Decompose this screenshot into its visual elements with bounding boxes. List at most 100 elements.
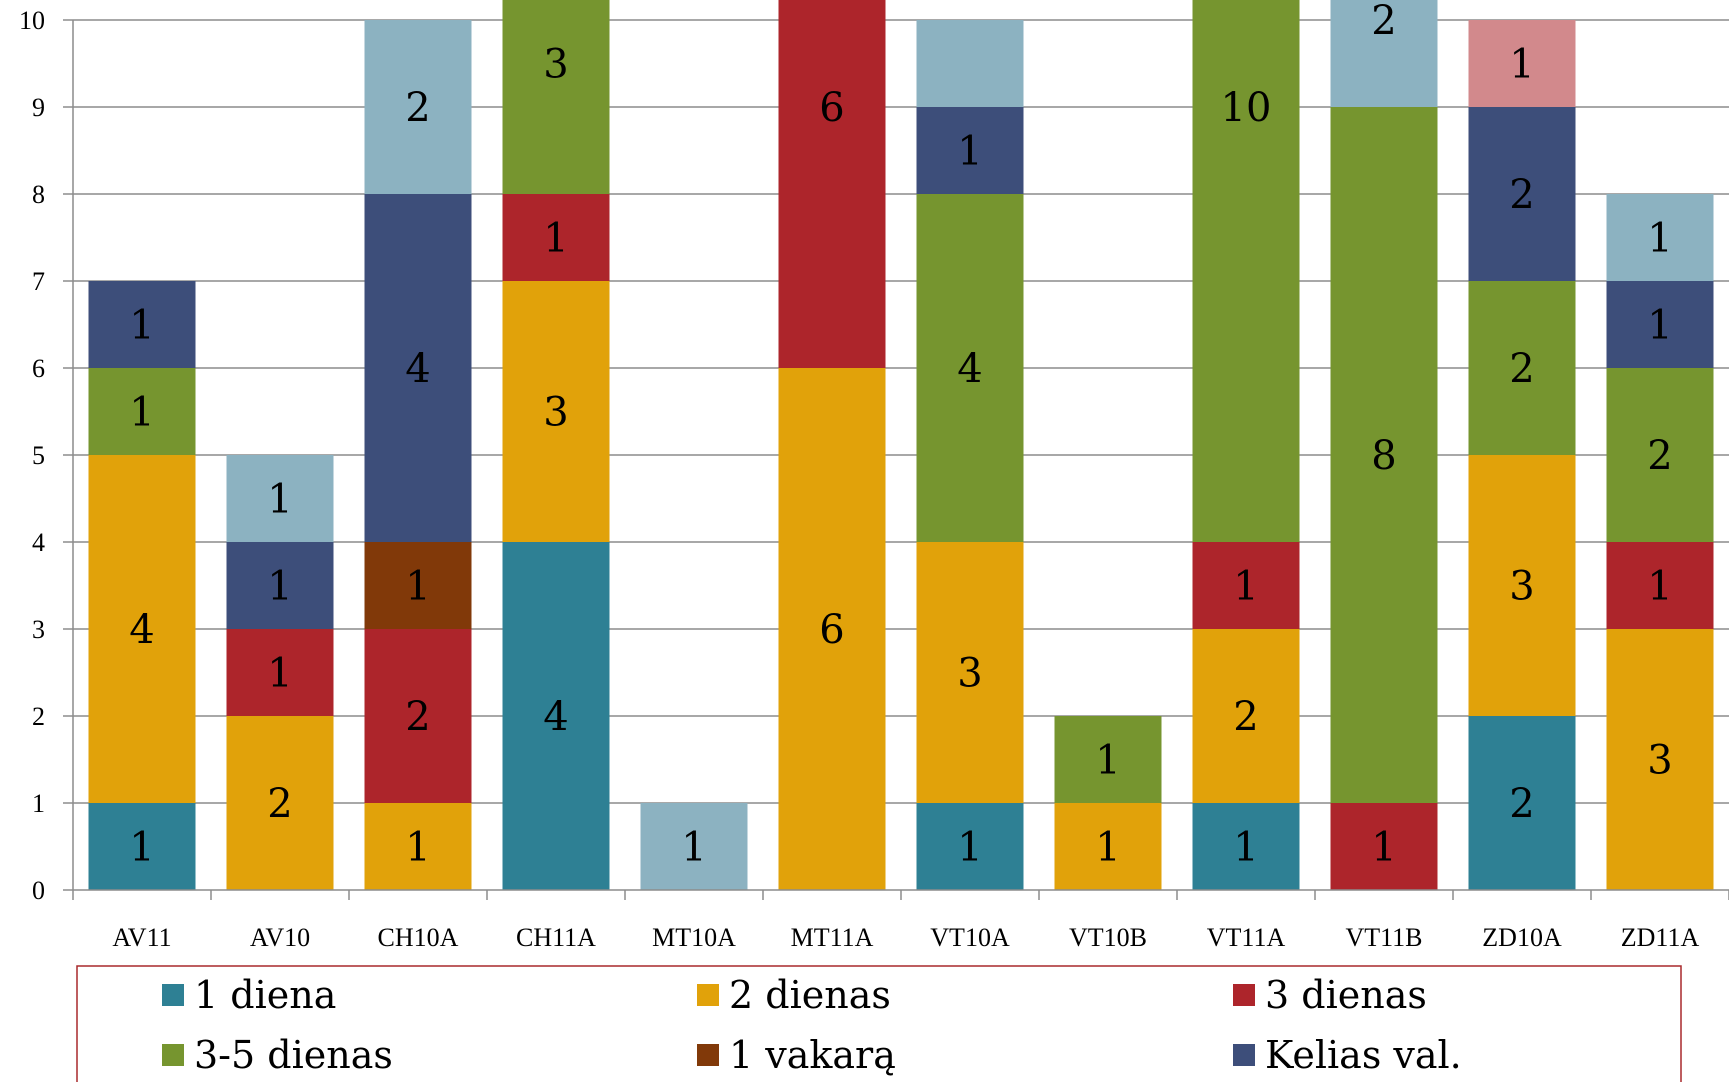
data-label: 2 xyxy=(1509,172,1534,218)
x-tick-label: VT10A xyxy=(930,923,1010,952)
bar-segment xyxy=(1330,107,1438,803)
x-tick-label: ZD11A xyxy=(1621,923,1700,952)
legend-label: 1 vakarą xyxy=(729,1033,896,1077)
bar-segment xyxy=(1468,455,1576,716)
bar-segment xyxy=(916,542,1024,803)
data-label: 1 xyxy=(129,303,154,349)
y-tick-label: 4 xyxy=(32,528,45,557)
data-label: 1 xyxy=(681,825,706,871)
data-label: 1 xyxy=(1095,738,1120,784)
bar-segment xyxy=(1054,716,1162,803)
legend: 1 diena 2 dienas 3 dienas 3-5 dienas 1 vakar… xyxy=(76,965,1682,1082)
bar-segment xyxy=(1330,803,1438,890)
bar-segment xyxy=(88,281,196,368)
bar-segment xyxy=(502,542,610,890)
bar-segment xyxy=(1468,281,1576,455)
axes: 0 1 2 3 4 5 6 7 8 9 10 AV11 AV10 CH10A CH11A MT10A MT11A… xyxy=(19,6,1729,952)
data-label: 1 xyxy=(1233,825,1258,871)
data-label: 2 xyxy=(267,781,292,827)
bar-segment xyxy=(1192,542,1300,629)
gridlines xyxy=(73,19,1729,804)
legend-swatch xyxy=(697,1044,719,1066)
legend-frame xyxy=(76,965,1682,1082)
bar-segment xyxy=(502,281,610,542)
bar-segment xyxy=(88,455,196,803)
bar-segment xyxy=(1606,368,1714,542)
bar-segment xyxy=(1192,803,1300,890)
data-label: 10 xyxy=(1221,85,1272,131)
bar-segment xyxy=(1192,629,1300,803)
bar-segment xyxy=(1330,0,1438,107)
bar-segment xyxy=(1192,0,1300,542)
legend-label: 2 dienas xyxy=(729,973,891,1017)
data-label: 1 xyxy=(957,129,982,175)
legend-swatch xyxy=(1233,984,1255,1006)
data-label: 3 xyxy=(543,390,568,436)
data-label: 2 xyxy=(1647,433,1672,479)
y-tick-label: 8 xyxy=(32,180,45,209)
bar-segment xyxy=(916,107,1024,194)
bar-segment xyxy=(1606,542,1714,629)
data-label: 2 xyxy=(405,85,430,131)
y-tick-label: 1 xyxy=(32,789,45,818)
data-label: 1 xyxy=(1509,42,1534,88)
x-tick-label: AV11 xyxy=(112,923,171,952)
y-tick-label: 6 xyxy=(32,354,45,383)
data-label: 1 xyxy=(1371,825,1396,871)
bar-segment xyxy=(364,542,472,629)
data-label: 3 xyxy=(1647,738,1672,784)
data-label: 8 xyxy=(1371,433,1396,479)
data-label: 2 xyxy=(1371,0,1396,44)
x-tick-label: CH11A xyxy=(516,923,596,952)
bar-segment xyxy=(1468,107,1576,281)
data-label: 1 xyxy=(405,825,430,871)
bar-segment xyxy=(640,803,748,890)
data-label: 1 xyxy=(267,651,292,697)
bar-segment xyxy=(1468,20,1576,107)
bar-segment xyxy=(226,455,334,542)
data-label: 1 xyxy=(129,825,154,871)
x-tick-label: VT11A xyxy=(1207,923,1286,952)
data-label: 1 xyxy=(1233,564,1258,610)
data-label: 1 xyxy=(405,564,430,610)
bar-segment xyxy=(1054,803,1162,890)
bar-segment xyxy=(502,194,610,281)
y-tick-label: 9 xyxy=(32,93,45,122)
bar-segment xyxy=(1606,194,1714,281)
y-tick-label: 0 xyxy=(32,876,45,905)
bar-segment xyxy=(1606,281,1714,368)
y-tick-label: 5 xyxy=(32,441,45,470)
legend-label: 1 diena xyxy=(194,973,336,1017)
x-tick-label: CH10A xyxy=(378,923,459,952)
legend-swatch xyxy=(697,984,719,1006)
data-label: 6 xyxy=(819,85,844,131)
bar-segment xyxy=(364,194,472,542)
bar-segment xyxy=(1468,716,1576,890)
data-label: 2 xyxy=(1509,781,1534,827)
x-tick-label: ZD10A xyxy=(1482,923,1562,952)
data-label: 1 xyxy=(1647,303,1672,349)
bar-segment xyxy=(1606,629,1714,890)
data-label: 4 xyxy=(405,346,430,392)
data-label: 1 xyxy=(1647,564,1672,610)
bar-segment xyxy=(226,716,334,890)
x-tick-label: VT11B xyxy=(1345,923,1422,952)
bar-segment xyxy=(778,368,886,890)
y-tick-label: 7 xyxy=(32,267,45,296)
data-label: 3 xyxy=(543,42,568,88)
data-label: 6 xyxy=(819,607,844,653)
data-label: 4 xyxy=(957,346,982,392)
bar-segment xyxy=(226,542,334,629)
bar-segment xyxy=(916,20,1024,107)
x-tick-label: MT10A xyxy=(652,923,736,952)
data-label: 1 xyxy=(957,825,982,871)
bar-segment xyxy=(364,629,472,803)
x-tick-label: AV10 xyxy=(250,923,310,952)
data-label: 1 xyxy=(267,477,292,523)
legend-label: Kelias val. xyxy=(1265,1033,1462,1077)
data-label: 3 xyxy=(1509,564,1534,610)
data-label: 2 xyxy=(405,694,430,740)
legend-label: 3 dienas xyxy=(1265,973,1427,1017)
y-tick-label: 10 xyxy=(19,6,45,35)
data-label: 2 xyxy=(1233,694,1258,740)
